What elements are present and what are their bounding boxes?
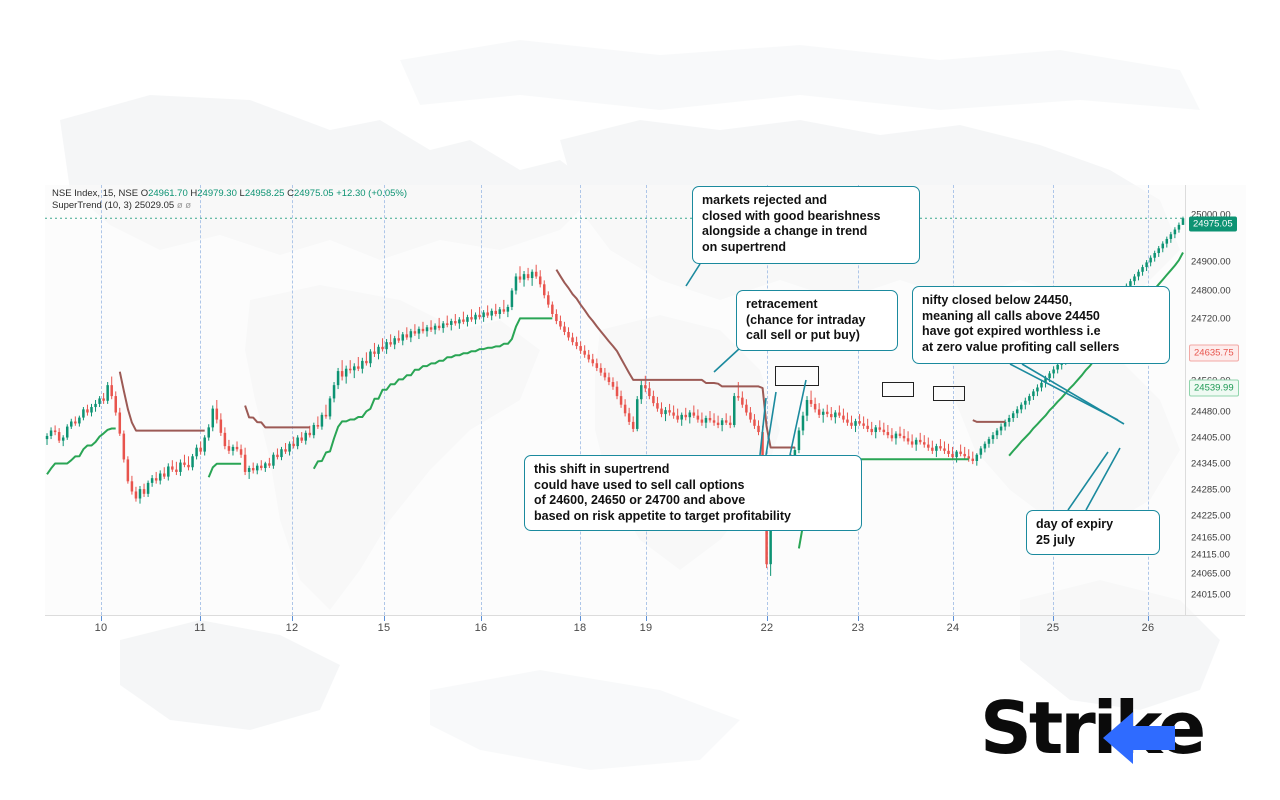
supertrend-label[interactable]: SuperTrend (10, 3) bbox=[52, 200, 132, 211]
time-axis-label: 16 bbox=[474, 622, 488, 634]
time-axis-label: 11 bbox=[194, 622, 206, 634]
time-axis-tick bbox=[1148, 616, 1149, 621]
time-axis-label: 26 bbox=[1141, 622, 1155, 634]
supertrend-value: 25029.05 bbox=[134, 200, 175, 211]
annotation-markets-rejected: markets rejected and closed with good be… bbox=[692, 186, 920, 264]
time-axis-label: 18 bbox=[573, 622, 587, 634]
time-axis-tick bbox=[858, 616, 859, 621]
price-axis-label: 24345.00 bbox=[1191, 458, 1231, 470]
chart-marker-rect-2 bbox=[882, 382, 914, 397]
time-axis-tick bbox=[646, 616, 647, 621]
time-axis-tick bbox=[292, 616, 293, 621]
supertrend-params: ø ø bbox=[176, 200, 192, 211]
grid-line-vertical bbox=[858, 185, 859, 615]
grid-line-vertical bbox=[481, 185, 482, 615]
supertrend-price-badge: 24635.75 bbox=[1189, 344, 1239, 362]
legend-close-label: C bbox=[287, 188, 294, 199]
legend-high-label: H bbox=[190, 188, 198, 199]
grid-line-vertical bbox=[646, 185, 647, 615]
left-arrow-icon bbox=[1103, 712, 1175, 764]
legend-high-value: 24979.30 bbox=[197, 188, 237, 199]
time-axis-tick bbox=[481, 616, 482, 621]
time-axis-tick bbox=[953, 616, 954, 621]
time-axis-label: 23 bbox=[851, 622, 865, 634]
grid-line-vertical bbox=[200, 185, 201, 615]
legend-low-value: 24958.25 bbox=[244, 188, 285, 199]
last-price-badge: 24975.05 bbox=[1189, 216, 1237, 232]
legend-low-label: L bbox=[239, 188, 245, 199]
time-axis-tick bbox=[200, 616, 201, 621]
time-axis-tick bbox=[101, 616, 102, 621]
time-axis-label: 10 bbox=[94, 622, 108, 634]
price-axis-label: 24115.00 bbox=[1191, 549, 1230, 561]
time-axis-tick bbox=[767, 616, 768, 621]
grid-line-vertical bbox=[384, 185, 385, 615]
legend-change-value: +12.30 (+0.05%) bbox=[336, 188, 407, 199]
time-axis-label: 22 bbox=[760, 622, 774, 634]
chart-legend: NSE Index, 15, NSE O24961.70 H24979.30 L… bbox=[52, 188, 407, 200]
time-axis-label: 12 bbox=[285, 622, 299, 634]
chart-legend-indicator: SuperTrend (10, 3) 25029.05 ø ø bbox=[52, 200, 191, 211]
legend-open-label: O bbox=[140, 188, 149, 199]
grid-line-vertical bbox=[292, 185, 293, 615]
annotation-supertrend-shift: this shift in supertrend could have used… bbox=[524, 455, 862, 531]
chart-marker-rect-1 bbox=[775, 366, 819, 386]
time-axis-tick bbox=[384, 616, 385, 621]
legend-symbol[interactable]: NSE Index, 15, NSE bbox=[52, 188, 139, 199]
price-axis[interactable] bbox=[1185, 185, 1246, 615]
time-axis-tick bbox=[580, 616, 581, 621]
price-axis-label: 24480.00 bbox=[1191, 406, 1231, 418]
price-axis-label: 24065.00 bbox=[1191, 568, 1231, 580]
grid-line-vertical bbox=[1148, 185, 1149, 615]
price-axis-label: 24285.00 bbox=[1191, 484, 1231, 496]
candles bbox=[45, 216, 1185, 576]
annotation-retracement: retracement (chance for intraday call se… bbox=[736, 290, 898, 351]
price-axis-divider bbox=[1185, 185, 1186, 615]
chart-marker-rect-3 bbox=[933, 386, 965, 401]
price-axis-label: 24405.00 bbox=[1191, 432, 1231, 444]
price-axis-label: 24015.00 bbox=[1191, 589, 1231, 601]
time-axis-tick bbox=[1053, 616, 1054, 621]
secondary-price-badge: 24539.99 bbox=[1189, 379, 1239, 397]
price-axis-label: 24165.00 bbox=[1191, 532, 1231, 544]
time-axis-label: 15 bbox=[377, 622, 391, 634]
time-axis-divider bbox=[45, 615, 1245, 616]
candlestick-series[interactable] bbox=[45, 185, 1185, 615]
time-axis-label: 24 bbox=[946, 622, 960, 634]
time-axis-label: 19 bbox=[639, 622, 653, 634]
annotation-day-of-expiry: day of expiry 25 july bbox=[1026, 510, 1160, 555]
legend-open-value: 24961.70 bbox=[148, 188, 188, 199]
annotation-nifty-closed-below: nifty closed below 24450, meaning all ca… bbox=[912, 286, 1170, 364]
price-axis-label: 24720.00 bbox=[1191, 313, 1231, 325]
chart-plot-area[interactable] bbox=[45, 185, 1185, 615]
grid-line-vertical bbox=[101, 185, 102, 615]
price-axis-label: 24900.00 bbox=[1191, 256, 1231, 268]
legend-close-value: 24975.05 bbox=[293, 188, 334, 199]
grid-line-vertical bbox=[580, 185, 581, 615]
time-axis-label: 25 bbox=[1046, 622, 1060, 634]
price-axis-label: 24225.00 bbox=[1191, 510, 1231, 522]
price-axis-label: 25000.00 bbox=[1191, 209, 1231, 221]
price-axis-label: 24800.00 bbox=[1191, 285, 1231, 297]
